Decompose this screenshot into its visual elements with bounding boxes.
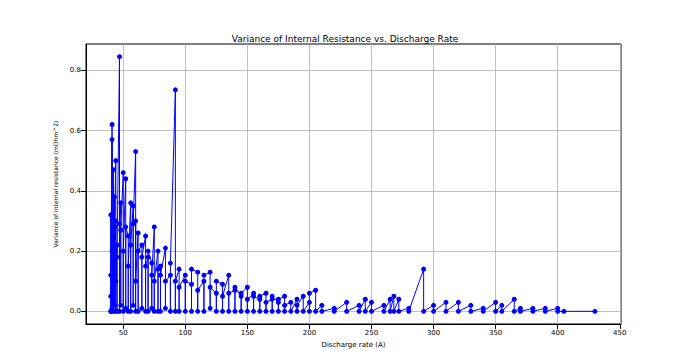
svg-text:0.8: 0.8: [70, 66, 81, 74]
svg-text:150: 150: [241, 329, 254, 337]
svg-text:0.0: 0.0: [70, 307, 81, 315]
svg-text:100: 100: [179, 329, 192, 337]
svg-text:250: 250: [365, 329, 378, 337]
svg-text:Discharge rate (A): Discharge rate (A): [322, 341, 386, 349]
svg-text:0.2: 0.2: [70, 247, 81, 255]
svg-text:0.6: 0.6: [70, 127, 82, 135]
svg-text:450: 450: [613, 329, 626, 337]
svg-text:0.4: 0.4: [70, 187, 82, 195]
svg-text:50: 50: [119, 329, 128, 337]
svg-text:400: 400: [551, 329, 564, 337]
svg-text:350: 350: [489, 329, 502, 337]
svg-text:300: 300: [427, 329, 440, 337]
svg-text:Variance of internal resistanc: Variance of internal resistance (mOhm^2): [52, 121, 59, 248]
svg-text:Variance of Internal Resistanc: Variance of Internal Resistance vs. Disc…: [232, 34, 459, 44]
svg-text:200: 200: [303, 329, 316, 337]
